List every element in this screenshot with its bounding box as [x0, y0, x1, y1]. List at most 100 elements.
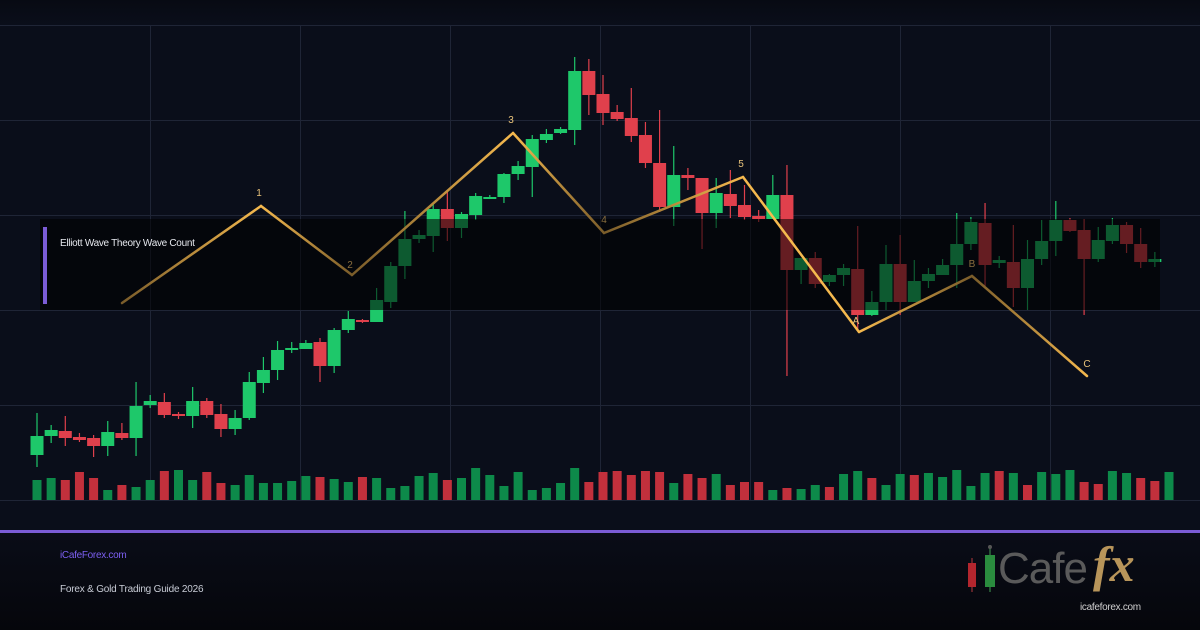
- wave-label: C: [1083, 359, 1090, 370]
- overlay-accent-bar: [43, 227, 47, 304]
- logo-url: icafeforex.com: [1080, 602, 1141, 613]
- volume-bar: [725, 485, 735, 500]
- volume-bar: [46, 478, 56, 500]
- guide-subtitle: Forex & Gold Trading Guide 2026: [60, 584, 204, 595]
- candle: [511, 161, 525, 180]
- candle: [355, 319, 369, 323]
- volume-bar: [1164, 472, 1174, 500]
- candle: [228, 410, 242, 435]
- volume-bar: [216, 483, 226, 500]
- volume-bar: [1093, 484, 1103, 500]
- volume-bar: [60, 480, 70, 500]
- candlestick-logo-icon: [968, 545, 995, 592]
- volume-bar: [343, 482, 353, 500]
- site-link[interactable]: iCafeForex.com: [60, 550, 127, 561]
- candle: [313, 338, 327, 382]
- volume-bar: [301, 476, 311, 500]
- volume-bar: [1065, 470, 1075, 500]
- volume-bar: [230, 485, 240, 500]
- wave-segment: [511, 131, 606, 235]
- footer: [0, 530, 1200, 630]
- candle: [30, 413, 44, 467]
- volume-bar: [895, 474, 905, 500]
- candle: [624, 88, 638, 142]
- candle: [200, 398, 214, 418]
- volume-bar: [1008, 473, 1018, 500]
- top-band: [0, 0, 1200, 25]
- wave-segment: [857, 274, 974, 334]
- candle: [723, 170, 737, 218]
- volume-bar: [1122, 473, 1132, 500]
- candle: [497, 173, 511, 203]
- volume-bar: [598, 472, 608, 500]
- candle: [101, 421, 115, 456]
- volume-bar: [131, 487, 141, 500]
- volume-bar: [626, 475, 636, 500]
- wave-segment: [970, 274, 1089, 378]
- candle: [172, 412, 185, 419]
- volume-bar: [1150, 481, 1160, 500]
- volume-bar: [174, 470, 183, 500]
- volume-bar: [824, 487, 834, 500]
- wave-segment: [120, 204, 263, 305]
- candle: [186, 387, 200, 428]
- candle: [58, 416, 72, 446]
- wave-label: 3: [508, 115, 514, 126]
- wave-segment: [259, 204, 354, 277]
- volume-bar: [541, 488, 551, 500]
- volume-bar: [357, 477, 367, 500]
- candle: [129, 382, 143, 456]
- volume-bar: [159, 471, 169, 500]
- volume-bar: [499, 486, 509, 500]
- volume-bar: [909, 475, 919, 500]
- candle: [299, 340, 313, 349]
- volume-bar: [740, 482, 749, 500]
- volume-bar: [796, 489, 806, 500]
- chart-canvas: 1 2 3 4 5 A B C: [0, 25, 1200, 501]
- volume-bar: [952, 470, 962, 500]
- candle: [115, 423, 129, 440]
- volume-bar: [103, 490, 113, 500]
- volume-bar: [202, 472, 212, 500]
- candle: [738, 185, 751, 220]
- volume-bar: [938, 477, 948, 500]
- candle: [568, 57, 582, 145]
- volume-bar: [612, 471, 622, 500]
- volume-bar: [1079, 482, 1089, 500]
- volume-bar: [810, 485, 820, 500]
- volume-bar: [414, 476, 424, 500]
- volume-bar: [853, 471, 863, 500]
- candle: [242, 372, 256, 420]
- volume-bar: [994, 471, 1004, 500]
- volume-bar: [471, 468, 481, 500]
- logo-text-cafe: Cafe: [998, 544, 1088, 593]
- candle: [341, 311, 355, 333]
- volume-bar: [188, 480, 198, 500]
- candle: [256, 357, 270, 393]
- volume-bar: [145, 480, 155, 500]
- volume-bar: [655, 472, 665, 500]
- volume-bar: [570, 468, 580, 500]
- volume-bar: [372, 478, 382, 500]
- logo-text-fx: fx: [1093, 536, 1135, 592]
- candle: [582, 59, 596, 115]
- volume-bar: [697, 478, 707, 500]
- candle: [327, 328, 341, 373]
- wave-label: B: [969, 259, 976, 270]
- volume-bar: [442, 480, 452, 500]
- footer-divider: [0, 530, 1200, 533]
- volume-bar: [867, 478, 877, 500]
- volume-bar: [782, 488, 792, 500]
- wave-label: 1: [256, 188, 262, 199]
- candle: [469, 193, 483, 220]
- volume-bar: [1023, 485, 1032, 500]
- volume-bar: [1051, 474, 1061, 500]
- wave-label: 5: [738, 159, 744, 170]
- volume-bar: [669, 483, 679, 500]
- volume-bar: [711, 474, 721, 500]
- candlestick-chart: 1 2 3 4 5 A B C: [0, 25, 1200, 501]
- candle: [596, 75, 610, 125]
- volume-bar: [287, 481, 297, 500]
- candle: [539, 129, 553, 143]
- candle: [143, 395, 157, 408]
